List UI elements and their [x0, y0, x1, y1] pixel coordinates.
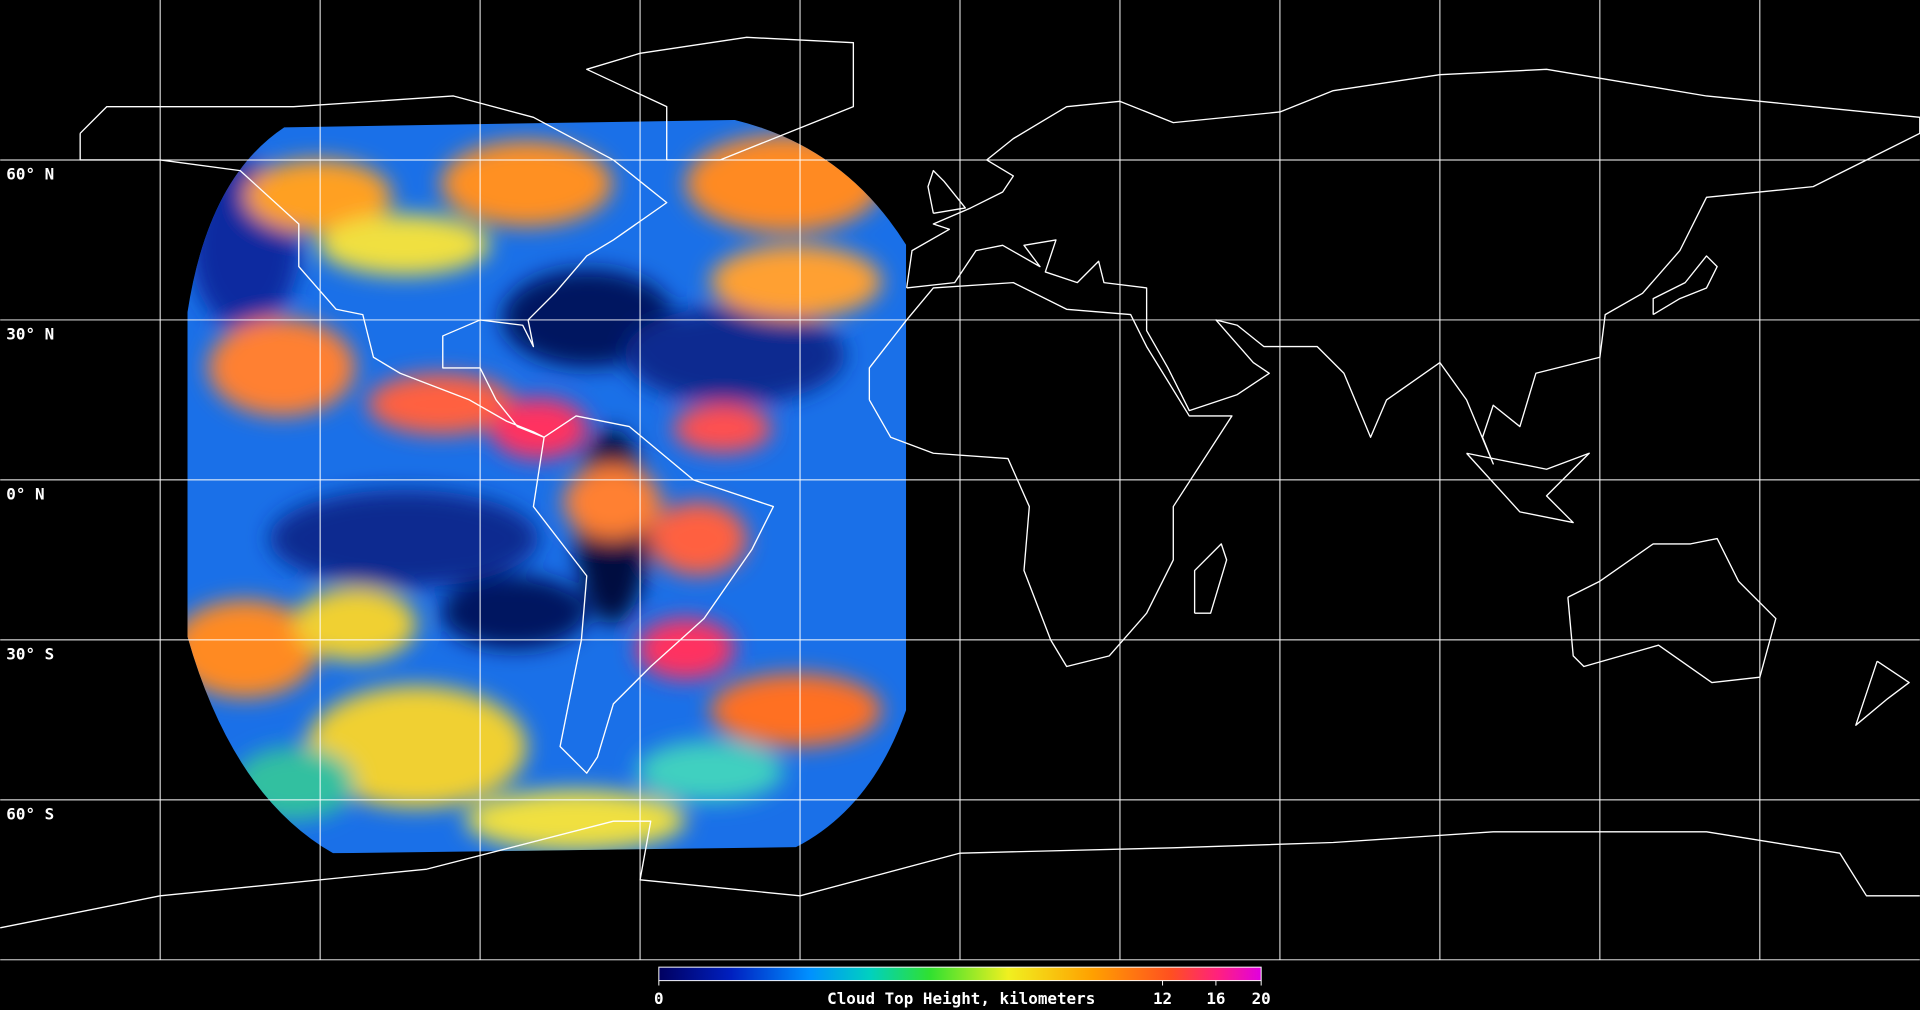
graticule [0, 0, 1920, 961]
colorbar-label: Cloud Top Height, kilometers [827, 989, 1095, 1008]
coastline [1652, 255, 1718, 316]
coastline [1466, 452, 1590, 524]
colorbar-tick-label: 12 [1153, 989, 1172, 1008]
latitude-label: 30° N [6, 325, 54, 344]
latitude-label: 30° S [6, 644, 54, 663]
colorbar [658, 966, 1262, 982]
coastline [532, 415, 775, 774]
coastline [1567, 537, 1777, 684]
coastline [1855, 660, 1910, 726]
latitude-label: 60° S [6, 804, 54, 823]
latitude-label: 60° N [6, 165, 54, 184]
colorbar-tick-label: 16 [1206, 989, 1225, 1008]
latitude-label: 0° N [6, 484, 44, 503]
coastline [1193, 543, 1228, 614]
colorbar-tick-label: 0 [654, 989, 664, 1008]
coastline [906, 68, 1920, 465]
colorbar-tick-label: 20 [1252, 989, 1271, 1008]
coastline [868, 281, 1233, 668]
coastline [79, 95, 668, 438]
cloud-imagery [187, 119, 907, 854]
